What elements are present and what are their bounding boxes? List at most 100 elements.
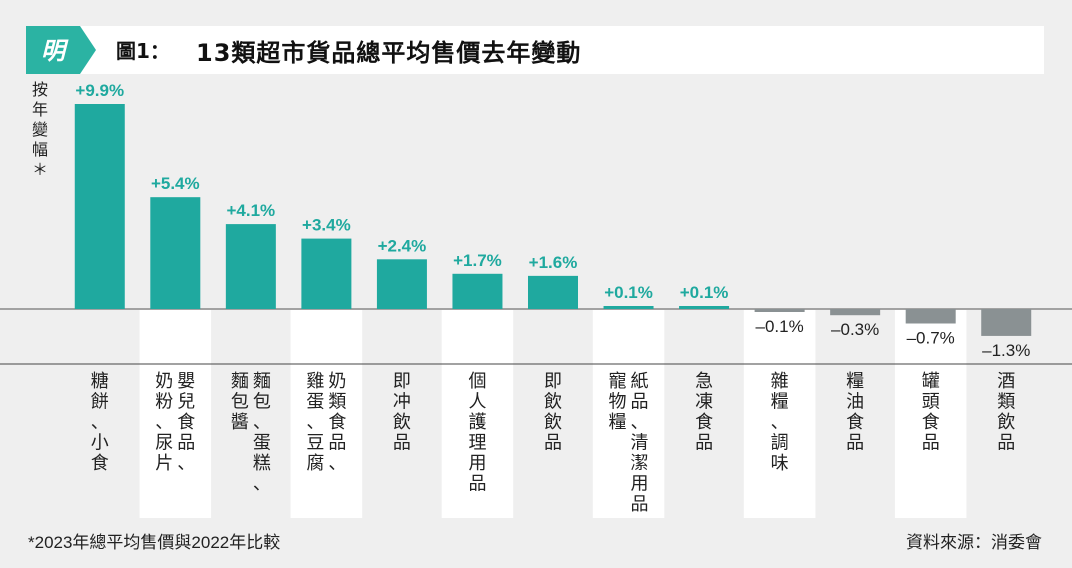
category-label-char: 食 [922, 412, 940, 433]
category-label-char: 品 [328, 433, 346, 454]
bar [528, 275, 578, 309]
category-label-char: 清 [631, 433, 649, 454]
bar [754, 309, 805, 312]
category-label-char: 包 [253, 392, 271, 413]
column-band [894, 310, 967, 518]
data-label: –0.1% [756, 317, 804, 336]
logo-text: 明 [41, 36, 69, 65]
chart-title: 13類超市貨品總平均售價去年變動 [196, 39, 582, 67]
category-label-char: 糕 [253, 453, 271, 474]
category-label-char: 豆 [306, 433, 324, 454]
category-label-char: 飲 [393, 412, 411, 433]
category-label-char: 酒 [997, 371, 1015, 392]
category-label-char: 糧 [771, 392, 789, 413]
figure-number: 圖1： [116, 39, 170, 63]
column-band [290, 310, 363, 518]
category-label-char: 、 [253, 474, 271, 495]
bar [830, 309, 881, 316]
category-label-char: 雜 [771, 371, 789, 392]
source-note: 資料來源：消委會 [906, 533, 1042, 553]
data-label: +1.7% [453, 251, 502, 270]
category-label-char: 食 [846, 412, 864, 433]
category-label-char: 品 [997, 433, 1015, 454]
category-label-char: 餅 [91, 392, 109, 413]
bar [679, 306, 730, 309]
bar-chart: +9.9%糖餅、小食+5.4%嬰兒食品、奶粉、尿片+4.1%麵包、蛋糕、麵包醬+… [0, 81, 1072, 521]
ming-pao-logo: 明 [26, 26, 96, 74]
title-bar: 明 圖1： 13類超市貨品總平均售價去年變動 [26, 26, 1044, 74]
category-label-char: 品 [177, 433, 195, 454]
category-label-char: 味 [771, 453, 789, 474]
data-label: +1.6% [529, 253, 578, 272]
category-label-char: 品 [631, 392, 649, 413]
data-label: +0.1% [604, 283, 653, 302]
data-label: +5.4% [151, 174, 200, 193]
category-label-char: 、 [328, 453, 346, 474]
footnote: *2023年總平均售價與2022年比較 [28, 533, 281, 552]
category-label-char: 、 [177, 453, 195, 474]
category-label-char: 食 [177, 412, 195, 433]
category-label-char: 品 [922, 433, 940, 454]
category-label-char: 食 [695, 412, 713, 433]
category-label-char: 嬰 [177, 371, 195, 392]
category-label-char: 蛋 [253, 433, 271, 454]
category-label-char: 個 [468, 371, 486, 392]
bar [225, 224, 276, 309]
bar [981, 309, 1032, 336]
category-label-char: 奶 [155, 371, 173, 392]
category-label-char: 品 [631, 494, 649, 515]
category-label-char: 飲 [997, 412, 1015, 433]
category-label-char: 用 [468, 453, 486, 474]
category-label-char: 油 [846, 392, 864, 413]
category-label-char: 、 [155, 412, 173, 433]
category-label-char: 品 [468, 474, 486, 495]
bar [376, 259, 427, 309]
category-label-char: 品 [846, 433, 864, 454]
category-label-char: 、 [253, 412, 271, 433]
category-label-char: 護 [468, 412, 486, 433]
category-label-char: 飲 [544, 412, 562, 433]
category-label-char: 品 [393, 433, 411, 454]
category-label-char: 品 [544, 433, 562, 454]
column-band [139, 310, 212, 518]
category-label-char: 罐 [922, 371, 940, 392]
category-label-char: 凍 [695, 392, 713, 413]
category-label-char: 醬 [231, 412, 249, 433]
category-label-char: 用 [631, 474, 649, 495]
category-label-char: 糖 [91, 371, 109, 392]
category-label-char: 粉 [155, 392, 173, 413]
category-label-char: 糧 [609, 412, 627, 433]
category-label-char: 急 [695, 371, 713, 392]
bar [905, 309, 956, 324]
data-label: +3.4% [302, 216, 351, 235]
category-label-char: 食 [328, 412, 346, 433]
y-axis-label: 按年變幅＊ [31, 80, 48, 179]
category-label-char: 冲 [393, 392, 411, 413]
column-band [592, 310, 665, 518]
category-label-char: 蛋 [306, 392, 324, 413]
category-label-char: 、 [306, 412, 324, 433]
category-label-char: 、 [771, 412, 789, 433]
category-label-char: 飲 [544, 392, 562, 413]
data-label: –0.7% [907, 328, 955, 347]
category-label-char: 理 [468, 433, 486, 454]
category-label-char: 、 [631, 412, 649, 433]
bar [603, 306, 654, 309]
category-label-char: 麵 [253, 371, 271, 392]
bar [452, 273, 503, 309]
category-label-char: 包 [231, 392, 249, 413]
category-label-char: 寵 [609, 371, 627, 392]
category-label-char: 紙 [631, 371, 649, 392]
category-label-char: 尿 [155, 433, 173, 454]
data-label: –0.3% [831, 320, 879, 339]
data-label: +4.1% [227, 201, 276, 220]
data-label: +2.4% [378, 236, 427, 255]
category-label-char: 即 [544, 371, 562, 392]
category-label-char: 片 [155, 453, 173, 474]
category-label-char: 食 [91, 453, 109, 474]
category-label-char: 小 [91, 433, 109, 454]
category-label-char: 兒 [177, 392, 195, 413]
category-label-char: 、 [631, 515, 649, 521]
category-label-char: 即 [393, 371, 411, 392]
category-label-char: 潔 [631, 453, 649, 474]
